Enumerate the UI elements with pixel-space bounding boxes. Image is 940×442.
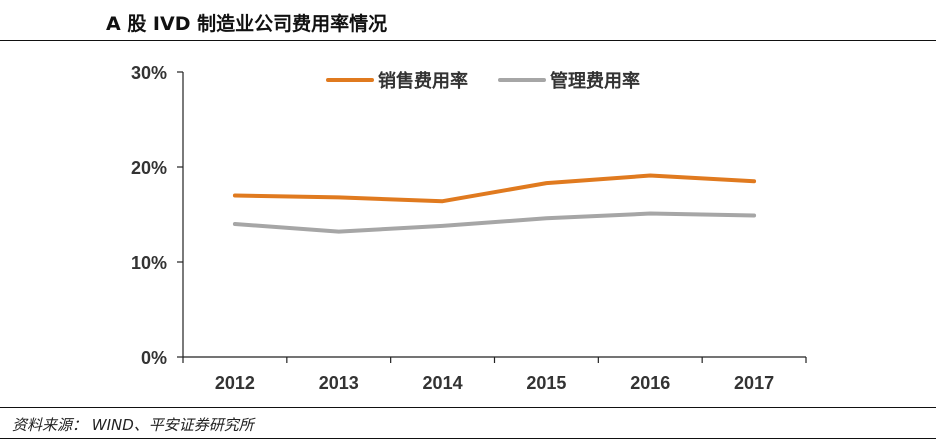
- series-lines: [232, 173, 757, 234]
- x-tick-label: 2012: [215, 373, 255, 393]
- y-tick-label: 0%: [141, 348, 167, 368]
- legend-label-1: 销售费用率: [378, 70, 468, 91]
- y-tick-label: 20%: [131, 158, 167, 178]
- series-line-1: [232, 173, 757, 204]
- x-tick-label: 2013: [319, 373, 359, 393]
- x-tick-label: 2017: [734, 373, 774, 393]
- series-line-2: [232, 211, 757, 234]
- x-tick-label: 2016: [630, 373, 670, 393]
- x-tick-label: 2014: [423, 373, 463, 393]
- chart-title: A 股 IVD 制造业公司费用率情况: [106, 13, 388, 35]
- y-tick-label: 10%: [131, 253, 167, 273]
- y-axis-ticks: 0% 10% 20% 30%: [131, 63, 183, 368]
- chart-area: 0% 10% 20% 30% 2012 2013 2014 2015 2016 2017 销售费…: [0, 41, 940, 407]
- source-note: 资料来源： WIND、平安证券研究所: [12, 416, 254, 434]
- y-tick-label: 30%: [131, 63, 167, 83]
- title-bar: A 股 IVD 制造业公司费用率情况: [0, 0, 936, 41]
- line-chart: 0% 10% 20% 30% 2012 2013 2014 2015 2016 2017 销售费…: [131, 63, 807, 393]
- x-axis-ticks: 2012 2013 2014 2015 2016 2017: [182, 357, 807, 393]
- source-bar: 资料来源： WIND、平安证券研究所: [0, 407, 936, 439]
- legend: 销售费用率 管理费用率: [326, 70, 640, 91]
- x-tick-label: 2015: [526, 373, 566, 393]
- legend-label-2: 管理费用率: [550, 70, 640, 91]
